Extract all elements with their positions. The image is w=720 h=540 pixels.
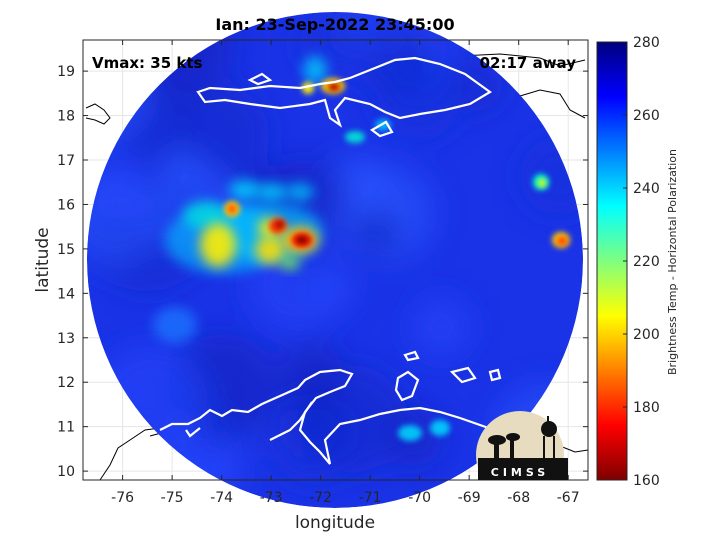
y-axis-label: latitude bbox=[33, 227, 53, 292]
x-tick-label: -75 bbox=[161, 490, 184, 506]
colorbar-tick-label: 200 bbox=[633, 327, 660, 343]
x-tick-label: -73 bbox=[260, 490, 283, 506]
x-tick-label: -69 bbox=[458, 490, 481, 506]
x-tick-label: -68 bbox=[507, 490, 530, 506]
swath-texture-blob bbox=[277, 341, 345, 409]
x-axis: -76 -75 -74 -73 -72 -71 -70 -69 -68 -67 bbox=[111, 40, 580, 506]
colorbar-tick-label: 180 bbox=[633, 400, 660, 416]
y-tick-label: 16 bbox=[57, 197, 75, 213]
y-tick-label: 18 bbox=[57, 109, 75, 125]
water-tower-icon bbox=[541, 416, 557, 458]
y-tick-label: 11 bbox=[57, 420, 75, 436]
x-tick-label: -67 bbox=[557, 490, 580, 506]
y-tick-label: 19 bbox=[57, 64, 75, 80]
swath-texture-blob bbox=[410, 296, 473, 358]
swath-texture-blob bbox=[160, 144, 203, 188]
axes-box bbox=[82, 39, 589, 481]
y-tick-label: 17 bbox=[57, 153, 75, 169]
time-away-annotation: 02:17 away bbox=[480, 54, 577, 72]
chart-title: Ian: 23-Sep-2022 23:45:00 bbox=[215, 15, 454, 34]
colorbar: 160 180 200 220 240 260 280 Brightness Temp - … bbox=[596, 35, 679, 489]
colorbar-tick-label: 280 bbox=[633, 35, 660, 51]
y-tick-label: 12 bbox=[57, 375, 75, 391]
convection-cells bbox=[153, 56, 570, 441]
y-tick-label: 10 bbox=[57, 464, 75, 480]
swath-texture-blob bbox=[92, 161, 151, 220]
swath-texture-blob bbox=[353, 208, 401, 256]
colorbar-label: Brightness Temp - Horizontal Polarizatio… bbox=[666, 149, 679, 375]
logo-ground bbox=[478, 458, 568, 480]
colorbar-ticks: 160 180 200 220 240 260 280 bbox=[623, 35, 660, 489]
swath-texture-blob bbox=[450, 59, 504, 113]
colorbar-tick-label: 160 bbox=[633, 473, 660, 489]
x-axis-label: longitude bbox=[295, 513, 375, 533]
logo-text: CIMSS bbox=[491, 466, 549, 479]
satellite-dish-icon bbox=[488, 433, 520, 458]
x-tick-label: -72 bbox=[309, 490, 332, 506]
y-tick-label: 15 bbox=[57, 242, 75, 258]
colorbar-gradient bbox=[596, 41, 628, 481]
y-tick-label: 13 bbox=[57, 331, 75, 347]
colorbar-tick-label: 220 bbox=[633, 254, 660, 270]
x-tick-label: -71 bbox=[359, 490, 382, 506]
swath-texture-blob bbox=[359, 25, 432, 98]
x-tick-label: -70 bbox=[408, 490, 431, 506]
swath bbox=[87, 12, 583, 508]
y-tick-label: 14 bbox=[57, 286, 75, 302]
coastline-inside bbox=[159, 56, 502, 465]
cimss-logo: CIMSS bbox=[476, 411, 568, 480]
colorbar-tick-label: 260 bbox=[633, 108, 660, 124]
x-tick-label: -76 bbox=[111, 490, 134, 506]
y-axis: 10 11 12 13 14 15 16 17 18 19 bbox=[57, 64, 588, 480]
vmax-annotation: Vmax: 35 kts bbox=[92, 54, 202, 72]
colorbar-tick-label: 240 bbox=[633, 181, 660, 197]
x-tick-label: -74 bbox=[210, 490, 233, 506]
